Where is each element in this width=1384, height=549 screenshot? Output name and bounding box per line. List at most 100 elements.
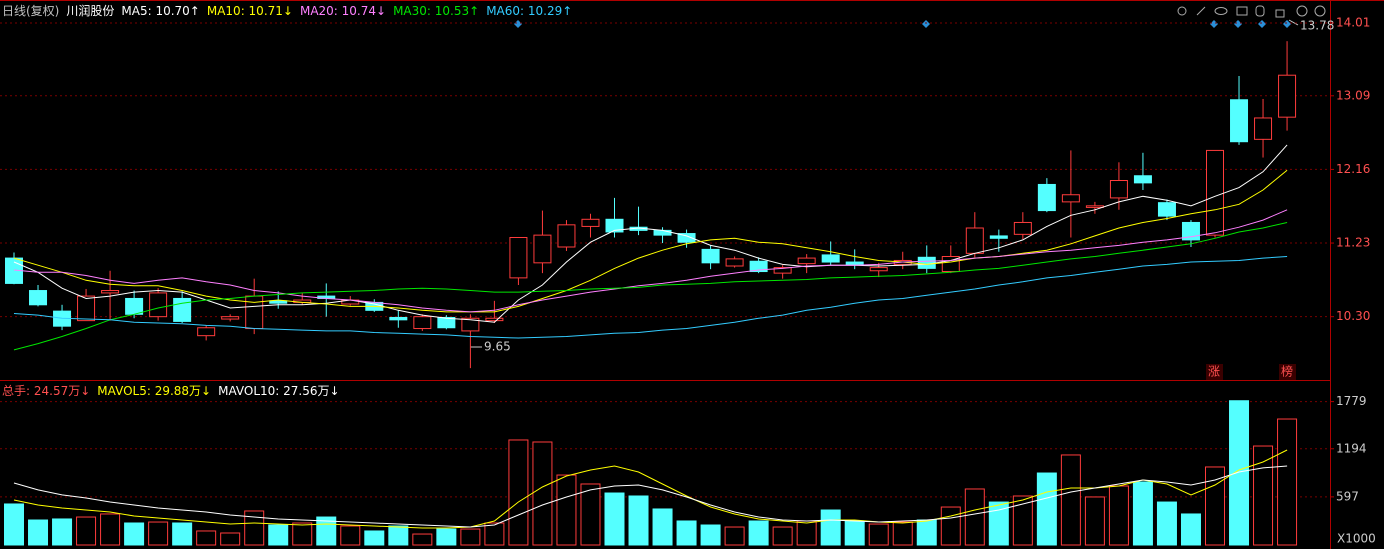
candle-body [197,327,216,337]
zoom-in-icon[interactable] [1296,5,1308,17]
candle-body [581,218,600,227]
volume-bar [532,441,553,546]
volume-bar [1156,501,1177,546]
zoom-out-icon[interactable] [1314,5,1326,17]
candle-body [1133,175,1152,184]
candle-body [821,254,840,263]
candle-body [29,290,48,306]
high-label: 13.78 [1300,19,1334,33]
volume-bar [76,516,97,546]
event-marker[interactable] [514,20,522,28]
ma-line [13,209,1288,313]
candle-body [869,267,888,272]
volume-bar [1108,485,1129,546]
marker-label: 涨 [1208,364,1220,379]
volume-bar [28,519,49,546]
volume-bar [1132,481,1153,546]
draw-icon[interactable] [1196,6,1206,16]
event-marker[interactable] [1234,20,1242,28]
settings-icon[interactable] [1177,6,1187,16]
volume-bar [220,532,241,546]
candle-body [797,257,816,265]
ma-line [13,222,1288,351]
candle-body [389,316,408,321]
volume-bar [556,474,577,546]
volume-bar [460,528,481,546]
candle-body [1037,183,1056,212]
volume-bar [700,524,721,546]
lock-icon[interactable] [1275,9,1285,18]
volume-bar [292,522,313,546]
candle-body [989,235,1008,239]
hand-icon[interactable] [1255,5,1265,17]
legend-entry: MA10: 10.71↓ [206,4,293,18]
volume-bar [484,522,505,546]
candle-body [1109,180,1128,199]
candle-body [125,297,144,315]
volume-bar [52,518,73,546]
marker-box[interactable] [1206,364,1223,380]
volume-bar [508,439,529,546]
legend-entry: MA5: 10.70↑ [121,4,200,18]
eye-icon[interactable] [1214,7,1228,15]
candle-body [1061,194,1080,203]
candle-body [965,227,984,254]
volume-bar [100,513,121,546]
candle-body [845,261,864,265]
volume-bar [1277,418,1298,546]
volume-bar [916,519,937,546]
volume-bar [1229,400,1250,546]
legend-entry: MA20: 10.74↓ [299,4,387,18]
volume-bar [268,524,289,546]
event-marker[interactable] [1258,20,1266,28]
candle-body [269,300,288,304]
y-tick-label: 12.16 [1336,162,1370,176]
candle-body [221,316,240,320]
candle-body [437,316,456,329]
volume-bar [1180,513,1201,546]
marker-box[interactable] [1279,364,1296,380]
stock-name: 川润股份 [66,4,115,18]
candle-body [1157,202,1176,217]
candle-body [1085,205,1104,208]
event-marker[interactable] [1210,20,1218,28]
y-tick-label: 14.01 [1336,15,1370,29]
volume-bar [244,510,265,546]
volume-bar [724,526,745,546]
volume-bar [412,533,433,546]
volume-bar [148,521,169,546]
volume-bar [652,508,673,546]
legend-entry: MA30: 10.53↑ [393,4,480,18]
volume-bar [844,520,865,546]
toolbar [1177,5,1326,18]
volume-bar [964,488,985,546]
legend-entry: MAVOL10: 27.56万↓ [218,384,340,398]
volume-bar [1036,472,1057,546]
event-marker[interactable] [922,20,930,28]
candle-body [1278,74,1297,118]
candle-body [917,256,936,269]
ma-line [13,256,1288,339]
volume-bar [628,495,649,546]
candle-body [533,234,552,264]
candle-body [557,224,576,248]
legend-entry: MAVOL5: 29.88万↓ [97,384,212,398]
volume-bar [388,525,409,546]
candle-body [605,218,624,233]
box-icon[interactable] [1236,6,1248,16]
candle-body [1013,221,1032,235]
candle-body [413,316,432,330]
volume-bar [580,483,601,546]
candle-body [461,317,480,332]
volume-bar [820,509,841,546]
y-tick-label: 10.30 [1336,309,1370,323]
candle-body [749,260,768,273]
candle-body [701,248,720,264]
volume-bar [340,525,361,546]
event-marker[interactable] [1283,20,1291,28]
legend-entry: MA60: 10.29↑ [486,4,573,18]
volume-bar [4,503,24,546]
volume-bar [892,521,913,546]
y-tick-label: 1779 [1336,394,1367,408]
